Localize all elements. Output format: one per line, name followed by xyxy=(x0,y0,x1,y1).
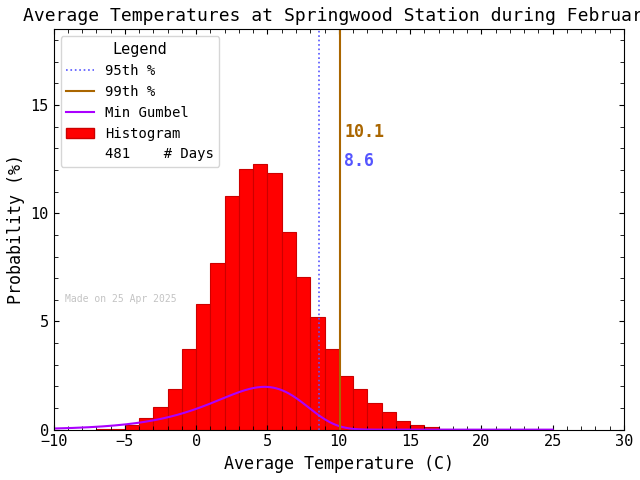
Bar xyxy=(282,232,296,430)
Bar xyxy=(154,407,168,430)
Text: 10.1: 10.1 xyxy=(344,123,385,142)
Text: Made on 25 Apr 2025: Made on 25 Apr 2025 xyxy=(65,294,177,303)
Bar xyxy=(424,428,438,430)
Bar xyxy=(196,304,211,430)
Bar xyxy=(111,429,125,430)
Bar xyxy=(310,317,324,430)
Bar xyxy=(268,173,282,430)
Bar xyxy=(324,348,339,430)
Legend: 95th %, 99th %, Min Gumbel, Histogram, 481    # Days: 95th %, 99th %, Min Gumbel, Histogram, 4… xyxy=(61,36,220,167)
Bar xyxy=(125,425,139,430)
Bar xyxy=(438,429,453,430)
Bar xyxy=(410,425,424,430)
Bar xyxy=(97,429,111,430)
Title: Average Temperatures at Springwood Station during February: Average Temperatures at Springwood Stati… xyxy=(24,7,640,25)
Bar xyxy=(211,263,225,430)
Bar xyxy=(239,168,253,430)
Bar xyxy=(182,348,196,430)
Bar xyxy=(396,420,410,430)
Bar xyxy=(339,376,353,430)
Y-axis label: Probability (%): Probability (%) xyxy=(7,155,25,304)
Bar xyxy=(296,276,310,430)
Bar xyxy=(225,196,239,430)
Bar xyxy=(353,389,367,430)
Bar xyxy=(168,389,182,430)
Bar xyxy=(367,403,381,430)
Text: 8.6: 8.6 xyxy=(344,152,374,169)
Bar xyxy=(381,412,396,430)
Bar xyxy=(139,419,154,430)
X-axis label: Average Temperature (C): Average Temperature (C) xyxy=(224,455,454,473)
Bar xyxy=(253,164,268,430)
